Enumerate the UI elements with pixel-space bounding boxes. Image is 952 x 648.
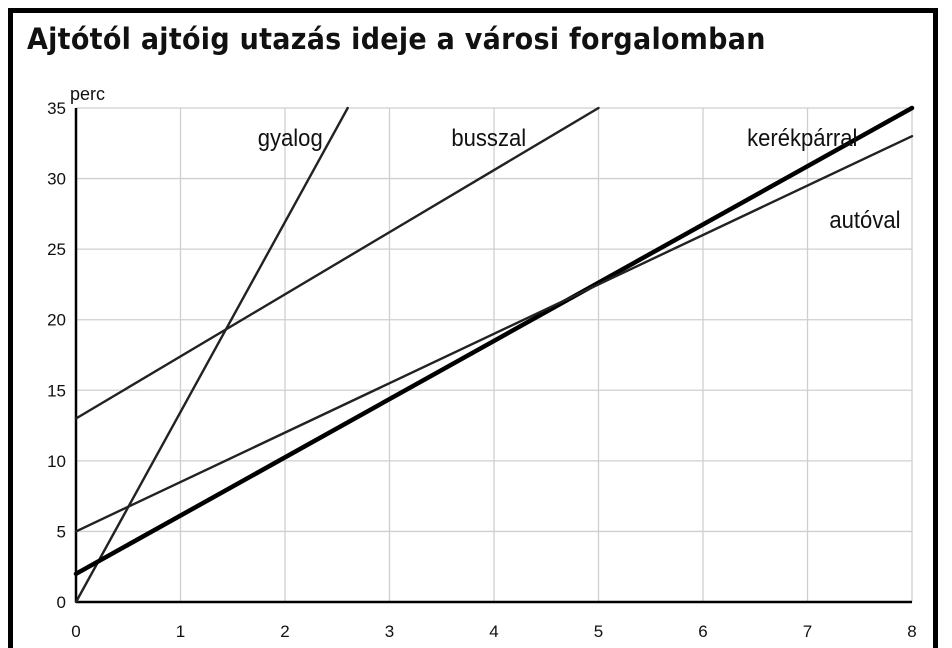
x-tick-label: 5 (594, 622, 603, 638)
grid (75, 107, 913, 603)
series-line-gyalog (74, 106, 349, 604)
y-tick-label: 15 (47, 381, 66, 400)
chart-frame (8, 8, 938, 648)
series-line-autóval (74, 134, 914, 533)
x-tick-label: 4 (489, 622, 498, 638)
series-label-busszal: busszal (451, 124, 526, 151)
axes (74, 108, 912, 604)
x-tick-label: 0 (71, 622, 80, 638)
y-tick-label: 0 (57, 593, 66, 612)
series-line-kerékpárral (73, 105, 915, 577)
x-tick-label: 7 (803, 622, 812, 638)
x-tick-labels: 0 1 2 3 4 5 6 7 8 (71, 622, 916, 638)
series-label-gyalog: gyalog (258, 124, 323, 151)
chart-title: Ajtótól ajtóig utazás ideje a városi for… (27, 22, 766, 56)
y-tick-label: 25 (47, 240, 66, 259)
y-tick-label: 35 (47, 99, 66, 118)
series-line-busszal (74, 106, 600, 420)
y-tick-label: 10 (47, 452, 66, 471)
series-label-autóval: autóval (829, 206, 900, 233)
y-tick-label: 30 (47, 170, 66, 189)
x-tick-label: 8 (907, 622, 916, 638)
x-tick-label: 1 (176, 622, 185, 638)
series-lines (73, 105, 915, 604)
x-tick-label: 2 (280, 622, 289, 638)
y-axis-label: perc (70, 84, 105, 104)
series-label-kerékpárral: kerékpárral (747, 124, 857, 151)
series-labels: gyalog busszal kerékpárral autóval (258, 124, 901, 233)
y-tick-label: 5 (57, 522, 66, 541)
x-tick-label: 3 (385, 622, 394, 638)
y-tick-label: 20 (47, 311, 66, 330)
x-tick-label: 6 (698, 622, 707, 638)
